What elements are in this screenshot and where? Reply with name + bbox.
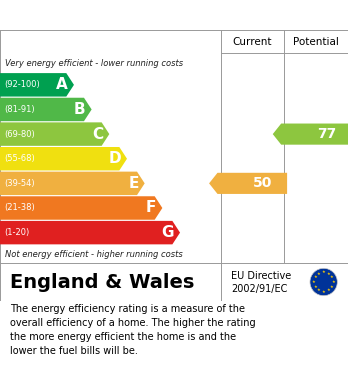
Text: (69-80): (69-80) [4, 129, 35, 138]
Text: D: D [108, 151, 121, 166]
Text: 50: 50 [253, 176, 272, 190]
Text: ★: ★ [330, 275, 334, 279]
Text: Potential: Potential [293, 37, 339, 47]
Polygon shape [0, 98, 92, 121]
Text: F: F [146, 201, 156, 215]
Text: Current: Current [232, 37, 272, 47]
Text: (81-91): (81-91) [4, 105, 35, 114]
Text: ★: ★ [326, 272, 330, 276]
Polygon shape [0, 73, 74, 97]
Polygon shape [0, 172, 145, 195]
Text: (92-100): (92-100) [4, 80, 40, 89]
Text: (55-68): (55-68) [4, 154, 35, 163]
Text: G: G [161, 225, 174, 240]
Text: 77: 77 [317, 127, 336, 141]
Polygon shape [0, 196, 162, 220]
Text: C: C [92, 127, 103, 142]
Text: The energy efficiency rating is a measure of the
overall efficiency of a home. T: The energy efficiency rating is a measur… [10, 304, 256, 356]
Polygon shape [209, 173, 287, 194]
Text: ★: ★ [322, 271, 325, 274]
Text: ★: ★ [317, 272, 321, 276]
Polygon shape [0, 147, 127, 170]
Polygon shape [273, 124, 348, 145]
Text: ★: ★ [326, 288, 330, 292]
Text: ★: ★ [312, 280, 316, 284]
Text: (1-20): (1-20) [4, 228, 30, 237]
Text: ★: ★ [317, 288, 321, 292]
Text: EU Directive: EU Directive [231, 271, 292, 281]
Text: E: E [128, 176, 139, 191]
Text: ★: ★ [330, 285, 334, 289]
Text: 2002/91/EC: 2002/91/EC [231, 284, 288, 294]
Text: England & Wales: England & Wales [10, 273, 195, 292]
Text: ★: ★ [314, 285, 317, 289]
Text: ★: ★ [331, 280, 335, 284]
Text: A: A [56, 77, 68, 92]
Ellipse shape [310, 268, 337, 296]
Text: Very energy efficient - lower running costs: Very energy efficient - lower running co… [5, 59, 183, 68]
Polygon shape [0, 122, 109, 146]
Text: B: B [74, 102, 86, 117]
Text: Energy Efficiency Rating: Energy Efficiency Rating [10, 7, 232, 23]
Polygon shape [0, 221, 180, 244]
Text: ★: ★ [314, 275, 317, 279]
Text: Not energy efficient - higher running costs: Not energy efficient - higher running co… [5, 250, 183, 259]
Text: (39-54): (39-54) [4, 179, 35, 188]
Text: ★: ★ [322, 290, 325, 294]
Text: (21-38): (21-38) [4, 203, 35, 212]
